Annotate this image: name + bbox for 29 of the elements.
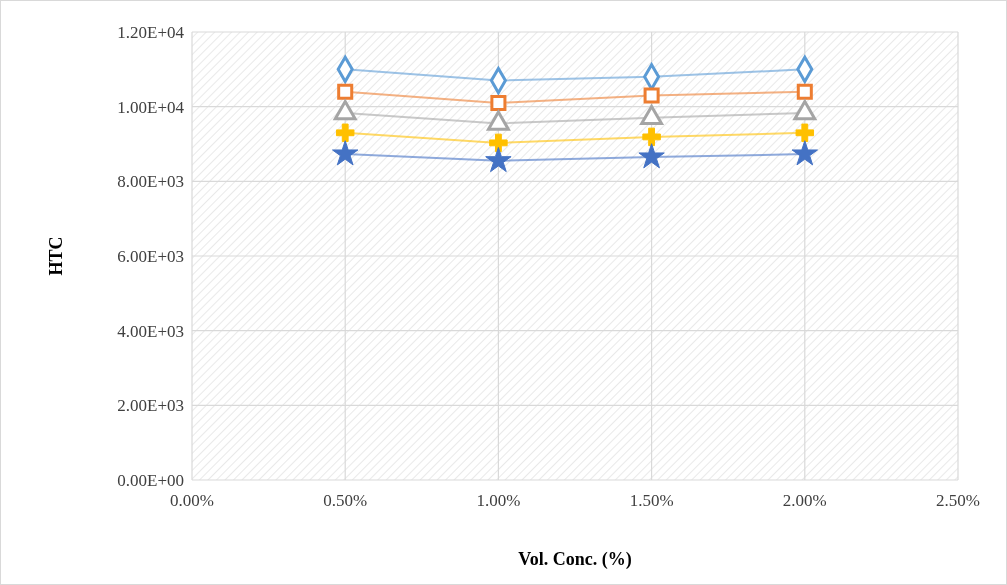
x-tick-label: 2.50% [936, 491, 980, 510]
point [333, 100, 357, 121]
y-tick-label: 4.00E+03 [117, 321, 184, 341]
point [335, 123, 355, 143]
x-tick-label: 0.50% [323, 491, 368, 510]
y-tick-label: 6.00E+03 [117, 246, 184, 266]
x-tick-label: 1.50% [629, 491, 674, 510]
y-axis-title: HTC [46, 236, 66, 276]
point [795, 123, 815, 143]
point [485, 146, 512, 173]
point [791, 140, 818, 166]
y-tick-label: 0.00E+00 [117, 470, 184, 490]
point [490, 94, 507, 111]
point [638, 143, 665, 169]
point [489, 133, 508, 153]
x-tick-label: 2.00% [782, 491, 827, 510]
point [793, 100, 817, 121]
x-axis-title: Vol. Conc. (%) [518, 549, 632, 570]
point [796, 83, 813, 100]
point [337, 83, 354, 100]
y-tick-label: 1.00E+04 [117, 97, 185, 117]
y-tick-label: 8.00E+03 [117, 172, 184, 192]
point [643, 87, 660, 104]
point [332, 140, 359, 166]
point [642, 127, 661, 147]
y-tick-label: 2.00E+03 [117, 396, 184, 416]
x-tick-label: 0.00% [170, 491, 214, 510]
x-tick-label: 1.00% [476, 491, 521, 510]
y-tick-label: 1.20E+04 [117, 22, 185, 42]
